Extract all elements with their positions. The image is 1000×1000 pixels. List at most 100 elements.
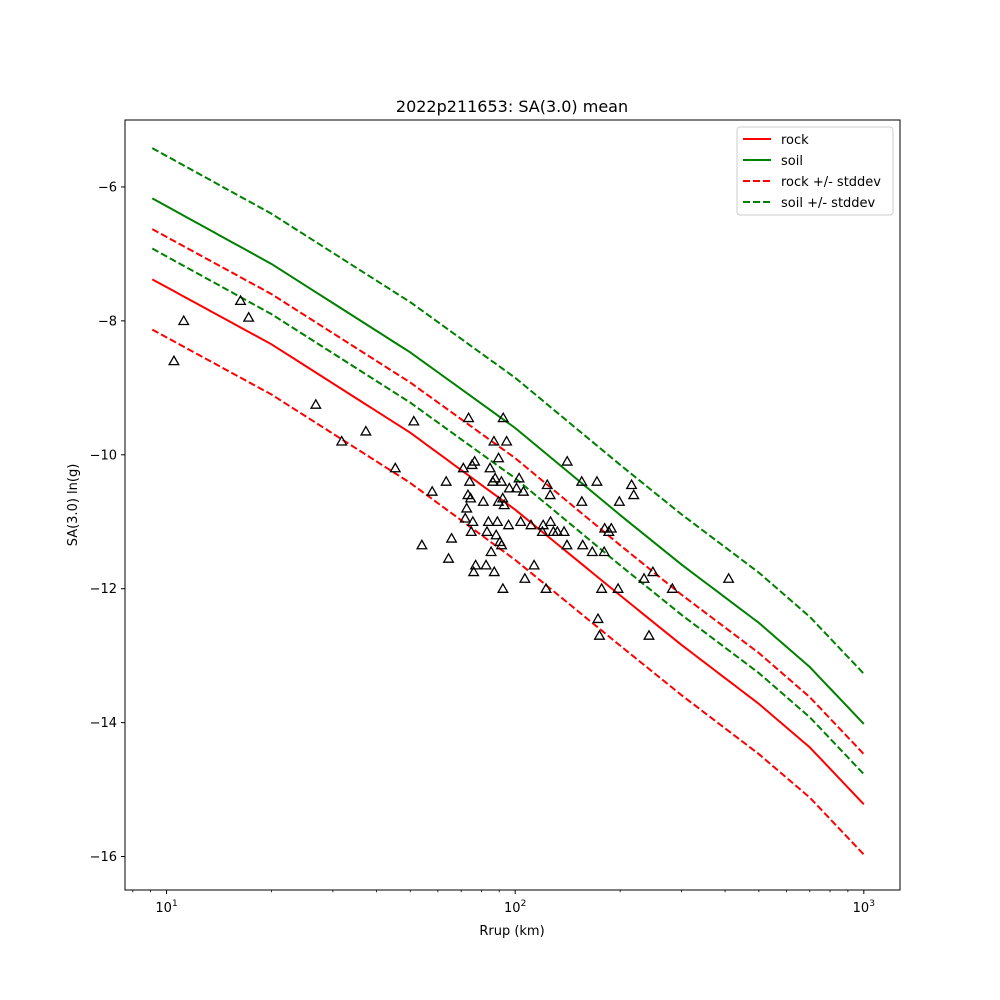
observation-point [500, 435, 513, 446]
series-line-1 [151, 197, 865, 725]
observation-point [598, 545, 611, 557]
observation-point [503, 482, 516, 493]
observation-point [605, 522, 618, 533]
series-line-5 [151, 247, 865, 775]
y-axis-label: SA(3.0) ln(g) [66, 464, 81, 547]
observation-point [528, 559, 541, 570]
observation-point [612, 582, 624, 593]
legend: rock soil rock +/- stddev soil +/- stddev [736, 126, 894, 216]
observation-point [558, 525, 570, 537]
observation-point [309, 398, 322, 409]
legend-label: soil +/- stddev [781, 196, 876, 211]
observation-point [627, 488, 640, 500]
observation-point [593, 629, 606, 640]
observation-point [544, 515, 557, 526]
y-tick-label: −12 [90, 582, 117, 597]
x-tick-label: 101 [155, 899, 177, 916]
observation-point [492, 495, 505, 506]
observation-point [442, 552, 455, 563]
observation-point [234, 294, 247, 306]
legend-entries: rock soil rock +/- stddev soil +/- stddev [743, 133, 881, 211]
observation-point [544, 488, 557, 500]
observation-point [463, 475, 476, 486]
observation-point [485, 545, 498, 557]
series-line-4 [151, 147, 865, 675]
observation-point [495, 475, 508, 486]
y-tick-label: −10 [90, 448, 117, 463]
observation-point [586, 545, 599, 557]
observation-point [477, 495, 490, 506]
observation-point [497, 411, 510, 423]
y-tick-label: −14 [90, 716, 117, 731]
chart-title: 2022p211653: SA(3.0) mean [396, 97, 628, 116]
observation-point [481, 525, 493, 537]
observation-point [525, 518, 537, 530]
observation-point [666, 582, 679, 593]
observation-point [646, 565, 659, 577]
y-tick-label: −16 [90, 850, 117, 865]
observation-points [168, 294, 735, 640]
x-tick-label: 103 [853, 899, 875, 916]
observation-point [484, 462, 496, 473]
legend-box [736, 126, 894, 216]
series-line-3 [151, 328, 865, 856]
observation-point [561, 539, 573, 550]
observation-point [466, 515, 479, 526]
y-axis: −6 −8 −10 −12 −14 −16 [90, 180, 125, 865]
observation-point [502, 518, 515, 530]
observation-point [359, 425, 372, 436]
observation-point [242, 311, 255, 322]
observation-point [541, 478, 554, 490]
observation-point [459, 512, 472, 523]
observation-point [460, 502, 473, 513]
legend-label: soil [781, 154, 803, 169]
observation-point [625, 478, 638, 490]
observation-point [482, 515, 495, 526]
observation-point [491, 515, 504, 526]
observation-point [457, 462, 470, 473]
observation-point [561, 455, 574, 466]
x-tick-label: 102 [504, 899, 526, 916]
observation-point [540, 582, 552, 593]
y-tick-label: −8 [98, 314, 117, 329]
observation-point [489, 472, 502, 483]
observation-point [487, 435, 500, 446]
observation-point [426, 485, 439, 496]
plot-frame [124, 119, 901, 891]
observation-point [513, 472, 525, 483]
observation-point [389, 462, 402, 473]
observation-point [638, 572, 650, 583]
observation-point [415, 539, 428, 550]
observation-point [595, 582, 608, 593]
observation-point [445, 532, 458, 543]
y-tick-label: −6 [98, 180, 117, 195]
observation-point [498, 498, 511, 510]
legend-label: rock [781, 133, 809, 148]
observation-point [536, 525, 549, 537]
observation-point [510, 482, 523, 493]
observation-point [488, 565, 501, 577]
legend-label: rock +/- stddev [781, 175, 881, 190]
observation-point [518, 572, 531, 583]
observation-point [464, 492, 477, 503]
x-axis: 101 102 103 [132, 890, 875, 916]
series-layer [151, 147, 865, 856]
observation-point [490, 529, 503, 540]
observation-point [465, 525, 478, 537]
observation-point [576, 539, 589, 550]
observation-point [407, 415, 420, 426]
observation-point [592, 612, 604, 624]
observation-point [575, 495, 588, 506]
observation-point [462, 411, 475, 423]
observation-point [335, 435, 348, 446]
observation-point [643, 629, 655, 640]
observation-point [492, 452, 505, 463]
observation-point [551, 525, 564, 537]
observation-point [469, 559, 482, 570]
observation-point [467, 565, 480, 577]
observation-point [575, 475, 588, 486]
observation-point [440, 475, 453, 486]
series-line-2 [151, 228, 865, 755]
observation-point [468, 455, 481, 466]
